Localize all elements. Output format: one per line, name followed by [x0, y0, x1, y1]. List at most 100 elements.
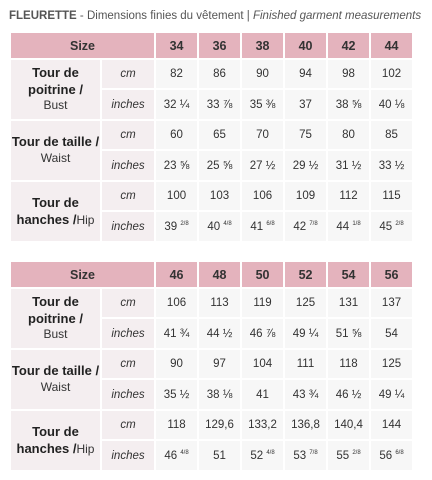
- table-row: Tour de taille / Waist cm 60 65 70 75 80…: [9, 119, 415, 182]
- value-cell: 40 4/8: [197, 210, 243, 243]
- value-cell: 104: [240, 348, 286, 380]
- table-row: Tour de poitrine / Bust cm 82 86 90 94 9…: [9, 58, 415, 121]
- value-cell: 54: [369, 317, 415, 350]
- unit-label-cm: cm: [99, 119, 157, 151]
- measurement-label-hip: Tour de hanches /Hip: [9, 180, 102, 243]
- unit-label-cm: cm: [99, 287, 157, 319]
- size-header: 44: [369, 31, 415, 60]
- value-cell: 85: [369, 119, 415, 151]
- size-table-2: Size 46 48 50 52 54 56 Tour de poitrine …: [8, 260, 415, 472]
- measurement-label-waist: Tour de taille / Waist: [9, 348, 102, 411]
- value-cell: 109: [283, 180, 329, 212]
- value-cell: 33 ⅞: [197, 88, 243, 121]
- size-header-row: Size 46 48 50 52 54 56: [8, 260, 415, 289]
- table-row: Tour de hanches /Hip cm 100 103 106 109 …: [9, 180, 415, 243]
- value-cell: 115: [369, 180, 415, 212]
- value-cell: 103: [197, 180, 243, 212]
- value-cell: 23 ⅝: [154, 149, 200, 182]
- value-cell: 43 ¾: [283, 378, 329, 411]
- unit-label-cm: cm: [99, 409, 157, 441]
- value-cell: 35 ⅜: [240, 88, 286, 121]
- measurement-fr: Tour de poitrine /: [28, 293, 83, 326]
- value-cell: 90: [240, 58, 286, 90]
- value-cell: 42 7/8: [283, 210, 329, 243]
- heading-english: Finished garment measurements: [252, 10, 422, 22]
- value-cell: 82: [154, 58, 200, 90]
- unit-label-inches: inches: [99, 210, 157, 243]
- value-cell: 112: [326, 180, 372, 212]
- measurement-fr: Tour de hanches /: [16, 423, 79, 456]
- value-cell: 97: [197, 348, 243, 380]
- measurement-en: Bust: [43, 327, 68, 342]
- unit-label-inches: inches: [99, 378, 157, 411]
- value-cell: 45 2/8: [369, 210, 415, 243]
- value-cell: 32 ¼: [154, 88, 200, 121]
- value-cell: 35 ½: [154, 378, 200, 411]
- value-cell: 86: [197, 58, 243, 90]
- value-cell: 33 ½: [369, 149, 415, 182]
- unit-label-inches: inches: [99, 317, 157, 350]
- value-cell: 133,2: [240, 409, 286, 441]
- unit-label-inches: inches: [99, 149, 157, 182]
- value-cell: 25 ⅝: [197, 149, 243, 182]
- value-cell: 118: [326, 348, 372, 380]
- value-cell: 125: [369, 348, 415, 380]
- table-row: inches 39 2/8 40 4/8 41 6/8 42 7/8 44 1/…: [10, 210, 415, 243]
- size-header-label: Size: [8, 31, 157, 60]
- value-cell: 31 ½: [326, 149, 372, 182]
- measurement-en: Hip: [76, 212, 95, 227]
- value-cell: 49 ¼: [283, 317, 329, 350]
- size-header: 46: [154, 260, 200, 289]
- size-header: 36: [197, 31, 243, 60]
- heading-separator: |: [243, 10, 253, 22]
- value-cell: 118: [154, 409, 200, 441]
- heading-separator: -: [76, 10, 87, 22]
- size-header: 40: [283, 31, 329, 60]
- value-cell: 38 ⅝: [326, 88, 372, 121]
- value-cell: 75: [283, 119, 329, 151]
- value-cell: 125: [283, 287, 329, 319]
- value-cell: 27 ½: [240, 149, 286, 182]
- table-row: Tour de hanches /Hip cm 118 129,6 133,2 …: [9, 409, 415, 472]
- value-cell: 41 6/8: [240, 210, 286, 243]
- measurement-label-bust: Tour de poitrine / Bust: [9, 287, 102, 350]
- value-cell: 113: [197, 287, 243, 319]
- value-cell: 29 ½: [283, 149, 329, 182]
- value-cell: 106: [240, 180, 286, 212]
- value-cell: 140,4: [326, 409, 372, 441]
- value-cell: 136,8: [283, 409, 329, 441]
- unit-label-inches: inches: [99, 439, 157, 472]
- value-cell: 52 4/8: [240, 439, 286, 472]
- table-row: Tour de poitrine / Bust cm 106 113 119 1…: [9, 287, 415, 350]
- value-cell: 41 ¾: [154, 317, 200, 350]
- measurement-en: Hip: [76, 441, 95, 456]
- unit-label-cm: cm: [99, 58, 157, 90]
- table-row: inches 32 ¼ 33 ⅞ 35 ⅜ 37 38 ⅝ 40 ⅛: [10, 88, 415, 121]
- measurement-fr: Tour de hanches /: [16, 194, 79, 227]
- size-header-label: Size: [8, 260, 157, 289]
- value-cell: 51: [197, 439, 243, 472]
- size-header: 42: [326, 31, 372, 60]
- table-row: inches 46 4/8 51 52 4/8 53 7/8 55 2/8 56…: [10, 439, 415, 472]
- value-cell: 106: [154, 287, 200, 319]
- value-cell: 137: [369, 287, 415, 319]
- value-cell: 46 ⅞: [240, 317, 286, 350]
- heading-french: Dimensions finies du vêtement: [86, 10, 244, 22]
- value-cell: 60: [154, 119, 200, 151]
- measurement-en: Bust: [43, 98, 68, 113]
- measurement-label-bust: Tour de poitrine / Bust: [9, 58, 102, 121]
- size-header: 38: [240, 31, 286, 60]
- value-cell: 70: [240, 119, 286, 151]
- value-cell: 144: [369, 409, 415, 441]
- value-cell: 41: [240, 378, 286, 411]
- measurement-en: Waist: [40, 151, 71, 165]
- size-header: 34: [154, 31, 200, 60]
- measurement-fr: Tour de poitrine /: [28, 64, 83, 97]
- value-cell: 98: [326, 58, 372, 90]
- value-cell: 46 4/8: [154, 439, 200, 472]
- value-cell: 65: [197, 119, 243, 151]
- value-cell: 39 2/8: [154, 210, 200, 243]
- size-header: 52: [283, 260, 329, 289]
- value-cell: 131: [326, 287, 372, 319]
- value-cell: 44 1/8: [326, 210, 372, 243]
